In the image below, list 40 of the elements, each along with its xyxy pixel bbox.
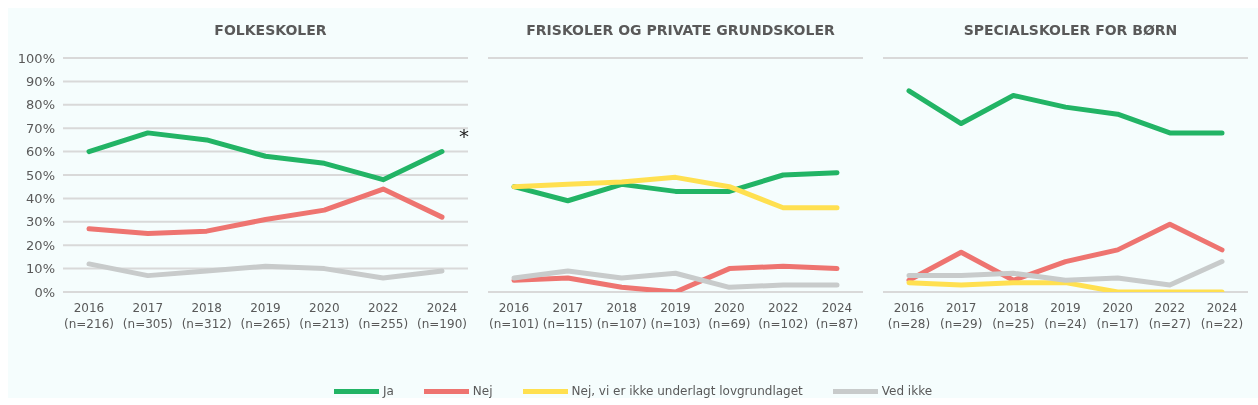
- x-tick-label: 2024 (n=190): [417, 301, 467, 331]
- x-tick-label: 2017 (n=29): [940, 301, 983, 331]
- legend-label: Nej: [472, 384, 493, 398]
- legend-label: Nej, vi er ikke underlagt lovgrundlaget: [571, 384, 803, 398]
- y-tick-label: 90%: [26, 74, 55, 90]
- x-tick-label: 2019 (n=24): [1044, 301, 1087, 331]
- legend-label: Ja: [382, 384, 394, 398]
- y-tick-label: 60%: [26, 144, 55, 160]
- x-tick-label: 2022 (n=102): [758, 301, 809, 331]
- chart-title: FOLKESKOLER: [213, 21, 328, 40]
- x-tick-label: 2016 (n=101): [489, 301, 539, 331]
- x-tick-label: 2017 (n=305): [122, 301, 173, 331]
- y-tick-label: 40%: [26, 191, 55, 207]
- x-tick-label: 2020 (n=69): [708, 301, 751, 331]
- y-tick-label: 100%: [17, 50, 55, 66]
- x-tick-label: 2018 (n=107): [596, 301, 647, 331]
- legend-label: Ved ikke: [881, 384, 933, 398]
- x-tick-label: 2016 (n=216): [64, 301, 114, 331]
- x-tick-label: 2019 (n=265): [240, 301, 291, 331]
- y-tick-label: 80%: [26, 97, 55, 113]
- x-tick-label: 2024 (n=22): [1200, 301, 1244, 331]
- chart-title: SPECIALSKOLER FOR BØRN: [962, 21, 1179, 40]
- annotation: *: [459, 123, 469, 148]
- y-tick-label: 20%: [26, 237, 55, 253]
- x-tick-label: 2020 (n=17): [1096, 301, 1139, 331]
- x-tick-label: 2018 (n=25): [992, 301, 1035, 331]
- x-tick-label: 2016 (n=28): [887, 301, 931, 331]
- y-tick-label: 30%: [26, 214, 55, 230]
- x-tick-label: 2017 (n=115): [542, 301, 593, 331]
- y-tick-label: 50%: [26, 167, 55, 183]
- chart-title: FRISKOLER OG PRIVATE GRUNDSKOLER: [525, 21, 836, 40]
- x-tick-label: 2019 (n=103): [650, 301, 701, 331]
- y-tick-label: 70%: [26, 120, 55, 136]
- y-tick-label: 10%: [26, 261, 55, 277]
- x-tick-label: 2024 (n=87): [815, 301, 859, 331]
- x-tick-label: 2022 (n=27): [1148, 301, 1191, 331]
- x-tick-label: 2018 (n=312): [181, 301, 232, 331]
- y-tick-label: 0%: [34, 284, 55, 300]
- x-tick-label: 2020 (n=213): [299, 301, 350, 331]
- x-tick-label: 2022 (n=255): [358, 301, 409, 331]
